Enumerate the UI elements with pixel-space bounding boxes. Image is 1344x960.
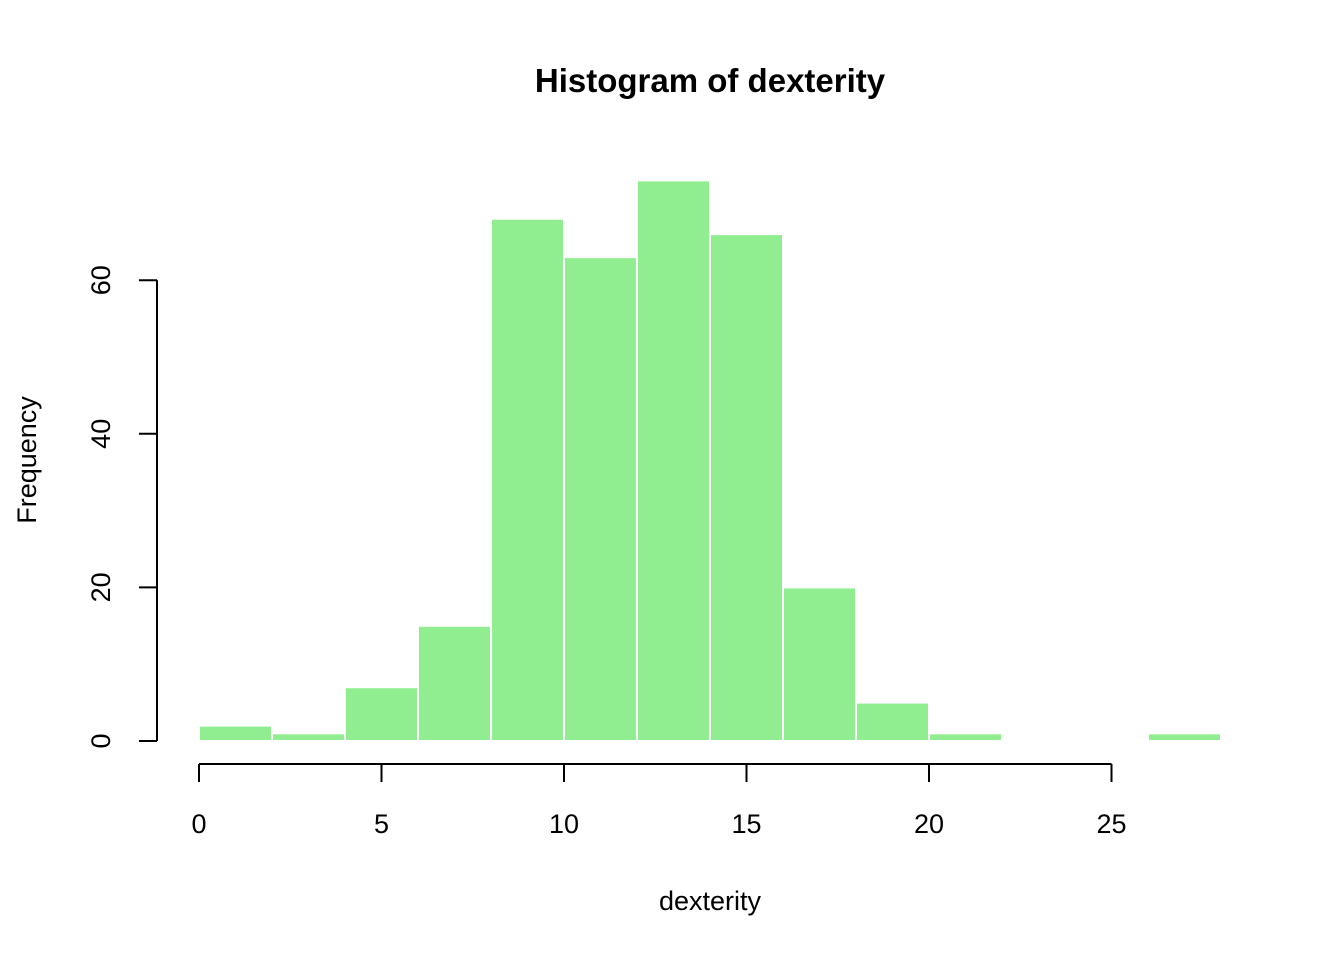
histogram-bar bbox=[417, 624, 492, 742]
y-axis: 0 20 40 60 bbox=[86, 265, 158, 749]
x-axis-label: dexterity bbox=[659, 886, 762, 916]
histogram-bar bbox=[1147, 732, 1222, 743]
x-tick-label: 15 bbox=[731, 809, 761, 839]
y-axis-label: Frequency bbox=[12, 396, 42, 524]
histogram-bar bbox=[928, 732, 1003, 743]
chart-title: Histogram of dexterity bbox=[535, 62, 886, 99]
x-tick-label: 0 bbox=[191, 809, 206, 839]
x-tick-label: 25 bbox=[1096, 809, 1126, 839]
histogram-bar bbox=[563, 256, 638, 742]
y-tick-label: 40 bbox=[86, 419, 116, 449]
x-tick-label: 10 bbox=[549, 809, 579, 839]
histogram-bar bbox=[490, 217, 565, 742]
histogram-bar bbox=[636, 179, 711, 743]
x-tick-label: 5 bbox=[374, 809, 389, 839]
histogram-bar bbox=[271, 732, 346, 743]
y-tick-label: 20 bbox=[86, 572, 116, 602]
histogram-bar bbox=[855, 701, 930, 742]
histogram-bar bbox=[344, 686, 419, 742]
y-tick-label: 0 bbox=[86, 733, 116, 748]
histogram-bar bbox=[782, 586, 857, 743]
x-tick-label: 20 bbox=[914, 809, 944, 839]
x-axis: 0 5 10 15 20 25 bbox=[191, 763, 1127, 839]
histogram-bar bbox=[709, 233, 784, 742]
bars-group bbox=[198, 179, 1222, 743]
histogram-bar bbox=[198, 724, 273, 743]
y-tick-label: 60 bbox=[86, 265, 116, 295]
